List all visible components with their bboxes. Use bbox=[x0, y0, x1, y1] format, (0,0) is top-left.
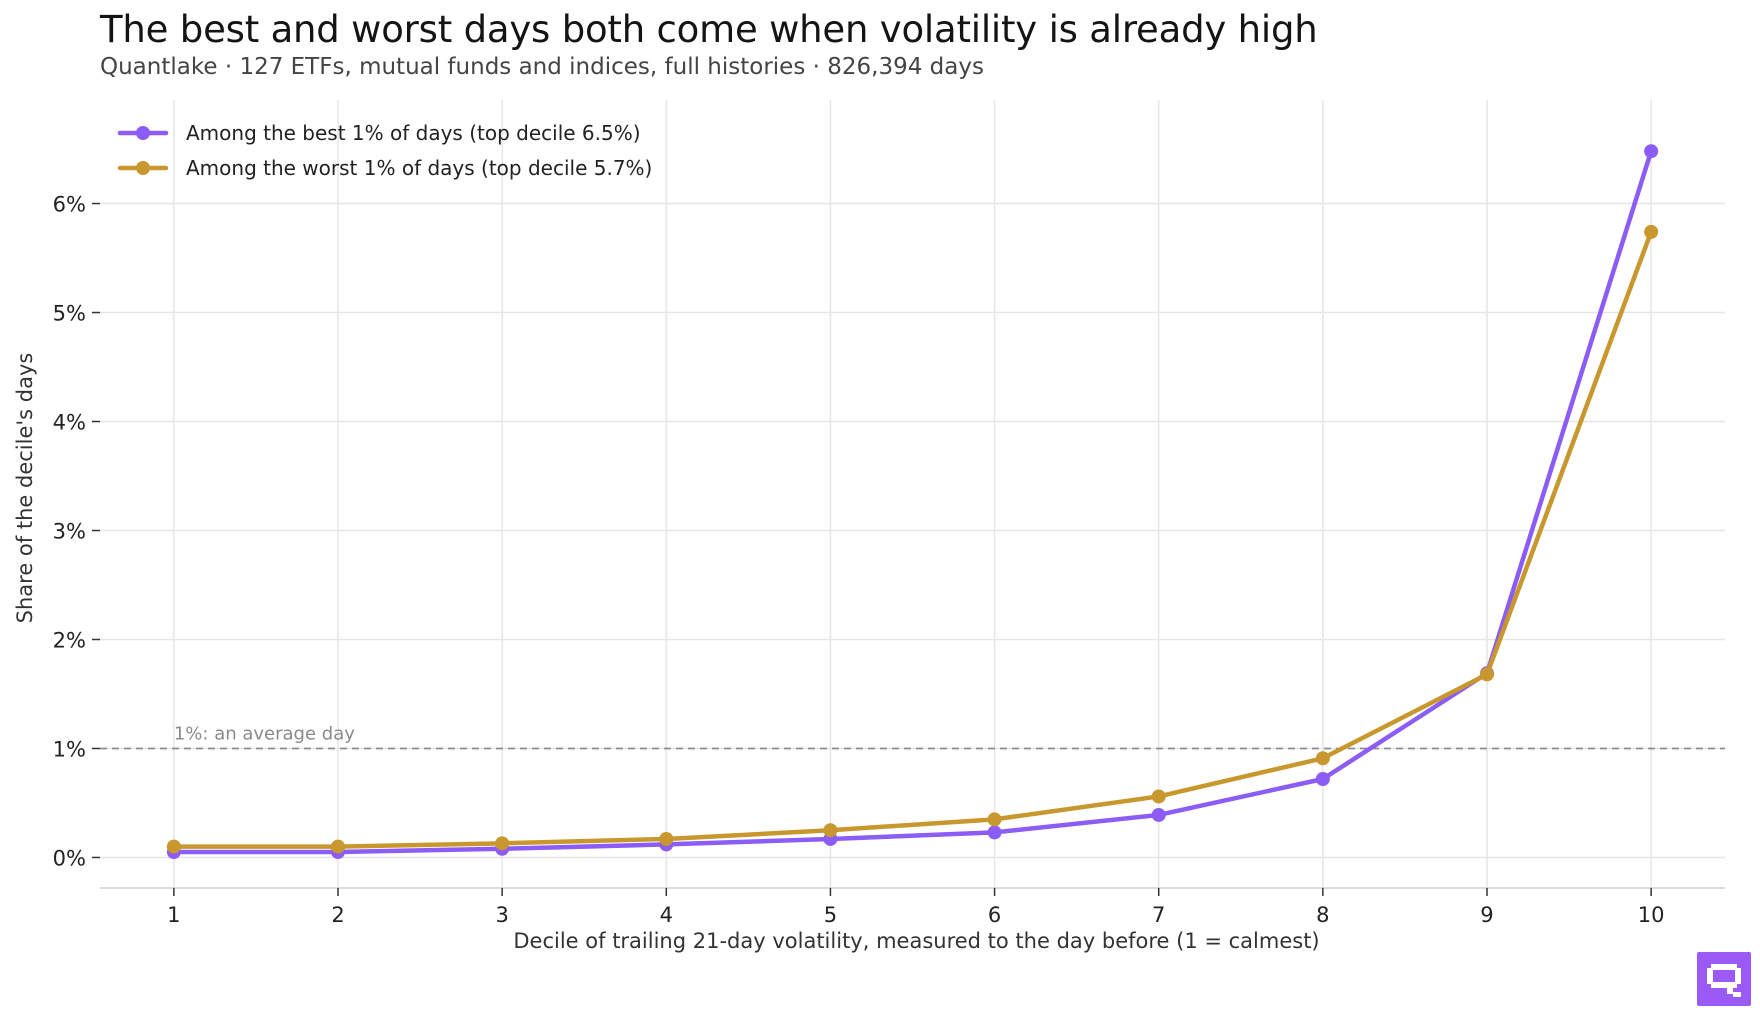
quantlake-q-logo-icon bbox=[1697, 952, 1751, 1006]
x-tick-label: 5 bbox=[824, 903, 837, 927]
data-point-best bbox=[1151, 807, 1166, 822]
data-point-best bbox=[1315, 772, 1330, 787]
data-point-worst bbox=[1315, 751, 1330, 766]
data-point-worst bbox=[495, 836, 510, 851]
data-point-worst bbox=[331, 839, 346, 854]
data-point-best bbox=[1644, 144, 1659, 159]
data-point-worst bbox=[166, 839, 181, 854]
data-point-worst bbox=[823, 823, 838, 838]
x-tick-label: 6 bbox=[988, 903, 1001, 927]
x-tick-label: 1 bbox=[167, 903, 180, 927]
series-best bbox=[166, 144, 1659, 860]
x-tick-label: 10 bbox=[1638, 903, 1665, 927]
grid bbox=[100, 100, 1725, 888]
y-tick-label: 2% bbox=[53, 629, 86, 653]
y-tick-label: 4% bbox=[53, 411, 86, 435]
legend-swatch-marker bbox=[136, 126, 150, 140]
y-tick-label: 1% bbox=[53, 737, 86, 761]
x-tick-label: 7 bbox=[1152, 903, 1165, 927]
chart-subtitle: Quantlake · 127 ETFs, mutual funds and i… bbox=[100, 54, 984, 80]
legend-label: Among the best 1% of days (top decile 6.… bbox=[186, 121, 641, 145]
series-line-worst bbox=[171, 229, 1654, 849]
data-point-worst bbox=[1644, 224, 1659, 239]
x-axis-label: Decile of trailing 21-day volatility, me… bbox=[513, 929, 1319, 953]
series-line-best bbox=[171, 148, 1654, 855]
y-tick-label: 0% bbox=[53, 846, 86, 870]
x-tick-label: 2 bbox=[331, 903, 344, 927]
y-tick-label: 5% bbox=[53, 302, 86, 326]
y-tick-label: 6% bbox=[53, 193, 86, 217]
chart-title: The best and worst days both come when v… bbox=[100, 8, 1318, 51]
x-tick-label: 4 bbox=[660, 903, 673, 927]
x-tick-label: 9 bbox=[1480, 903, 1493, 927]
series-worst bbox=[166, 224, 1659, 854]
data-point-worst bbox=[1479, 667, 1494, 682]
x-tick-label: 8 bbox=[1316, 903, 1329, 927]
legend-label: Among the worst 1% of days (top decile 5… bbox=[186, 156, 652, 180]
data-point-worst bbox=[659, 831, 674, 846]
y-tick-label: 3% bbox=[53, 520, 86, 544]
data-point-best bbox=[987, 825, 1002, 840]
legend-swatch-marker bbox=[136, 161, 150, 175]
legend: Among the best 1% of days (top decile 6.… bbox=[117, 121, 652, 180]
reference-line-label: 1%: an average day bbox=[174, 723, 355, 744]
data-point-worst bbox=[987, 812, 1002, 827]
x-tick-label: 3 bbox=[495, 903, 508, 927]
data-point-worst bbox=[1151, 789, 1166, 804]
y-axis-label: Share of the decile's days bbox=[13, 353, 37, 624]
